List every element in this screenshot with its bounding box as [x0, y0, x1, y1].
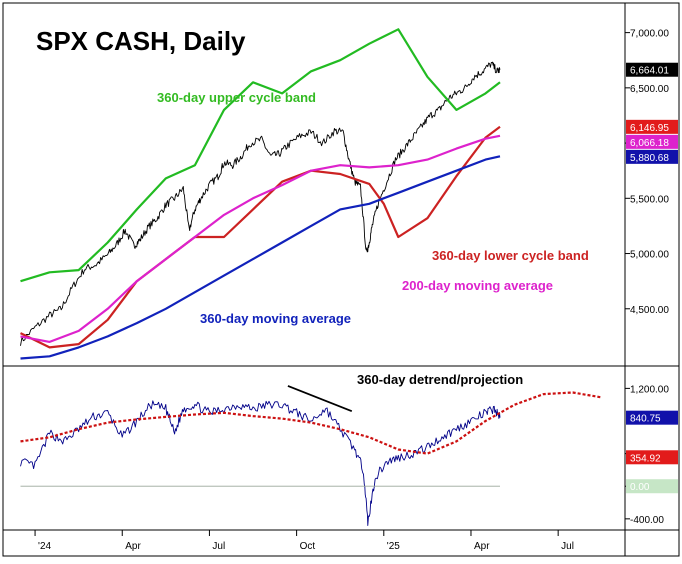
- upper-y-tick-label: 4,500.00: [630, 305, 669, 316]
- upper-price-label-box: [626, 119, 678, 134]
- upper-series-200-day-moving-average: [20, 134, 501, 343]
- upper-y-tick-label: 5,000.00: [630, 250, 669, 261]
- lower-price-label-box: [626, 450, 678, 465]
- lower-price-label-box: [626, 410, 678, 425]
- x-tick-label: Jul: [212, 541, 225, 552]
- upper-price-label-box: [626, 62, 678, 77]
- upper-price-label: 6,664.01: [630, 66, 669, 77]
- x-tick-label: Apr: [474, 541, 490, 552]
- chart-title: SPX CASH, Daily: [36, 26, 246, 56]
- upper-series-360-day-upper-cycle-band: [20, 28, 501, 283]
- upper-price-label-box: [626, 134, 678, 149]
- upper-series-spx-cash: [20, 61, 501, 346]
- upper-y-tick-label: 5,500.00: [630, 194, 669, 205]
- lower-y-tick-label: 1,200.00: [630, 384, 669, 395]
- upper-price-label: 6,146.95: [630, 123, 669, 134]
- lower-series-trendline: [287, 385, 353, 413]
- outer-border: [2, 2, 680, 557]
- lower-price-label: 354.92: [630, 453, 661, 464]
- annotation-upper-cycle-band: 360-day upper cycle band: [157, 90, 316, 105]
- annotation-200-day-ma: 200-day moving average: [402, 278, 553, 293]
- x-tick-label: Jul: [561, 541, 574, 552]
- x-tick-label: '25: [387, 541, 400, 552]
- lower-price-label: 840.75: [630, 414, 661, 425]
- annotation-detrend: 360-day detrend/projection: [357, 372, 523, 387]
- lower-series-detrend: [20, 400, 501, 526]
- upper-price-label: 5,880.68: [630, 153, 669, 164]
- annotation-lower-cycle-band: 360-day lower cycle band: [432, 248, 589, 263]
- upper-series-360-day-moving-average: [20, 155, 501, 360]
- upper-price-label-box: [626, 149, 678, 164]
- lower-price-label: 0.00: [630, 482, 650, 493]
- x-tick-label: Oct: [300, 541, 316, 552]
- upper-series-360-day-lower-cycle-band: [20, 125, 501, 349]
- upper-price-label: 6,066.18: [630, 138, 669, 149]
- lower-price-label-box: [626, 479, 678, 494]
- x-tick-label: '24: [38, 541, 51, 552]
- lower-y-tick-label: -400.00: [630, 515, 664, 526]
- annotation-360-day-ma: 360-day moving average: [200, 311, 351, 326]
- upper-y-tick-label: 6,500.00: [630, 84, 669, 95]
- x-tick-label: Apr: [125, 541, 141, 552]
- upper-y-tick-label: 7,000.00: [630, 29, 669, 40]
